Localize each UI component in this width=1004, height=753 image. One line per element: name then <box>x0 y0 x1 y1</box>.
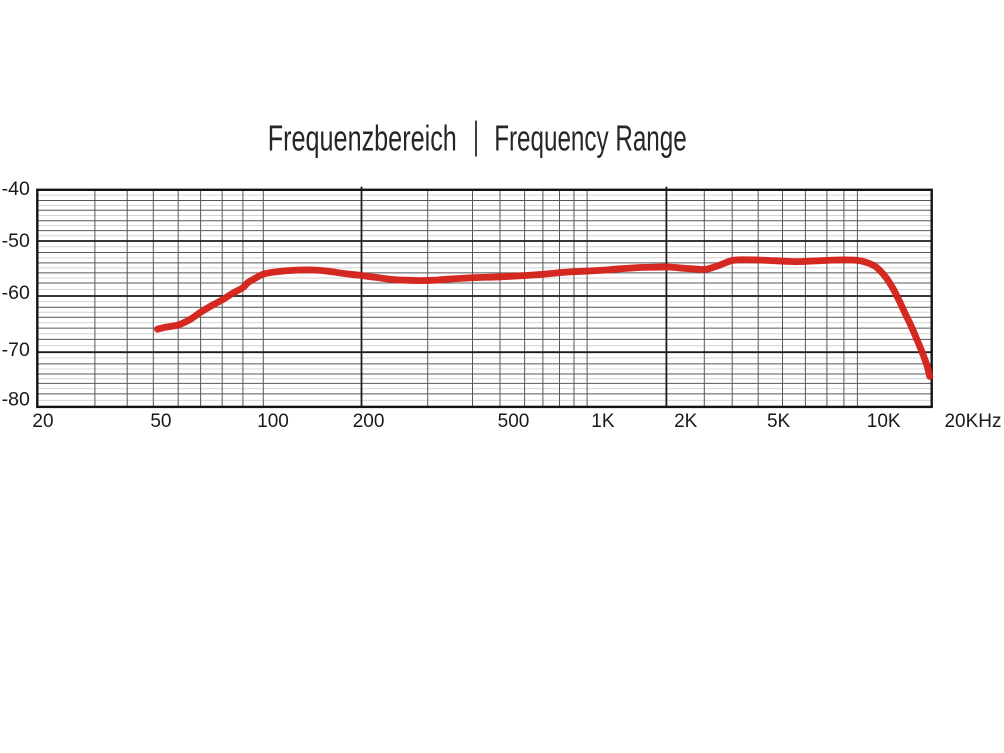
svg-text:2K: 2K <box>674 411 698 432</box>
svg-text:5K: 5K <box>767 411 791 432</box>
svg-text:20KHz: 20KHz <box>944 411 1001 432</box>
svg-text:20: 20 <box>32 411 53 432</box>
svg-text:1K: 1K <box>591 411 615 432</box>
svg-text:200: 200 <box>353 411 385 432</box>
svg-text:Frequenzbereich: Frequenzbereich <box>268 118 457 159</box>
svg-text:-50: -50 <box>2 230 30 252</box>
svg-text:10K: 10K <box>867 411 901 432</box>
svg-text:-60: -60 <box>2 282 30 304</box>
svg-text:500: 500 <box>498 411 530 432</box>
svg-text:50: 50 <box>150 411 171 432</box>
svg-text:-40: -40 <box>2 178 30 200</box>
svg-text:100: 100 <box>257 411 289 432</box>
svg-text:-70: -70 <box>2 339 30 361</box>
svg-text:Frequency Range: Frequency Range <box>494 117 687 158</box>
svg-text:-80: -80 <box>2 388 30 410</box>
